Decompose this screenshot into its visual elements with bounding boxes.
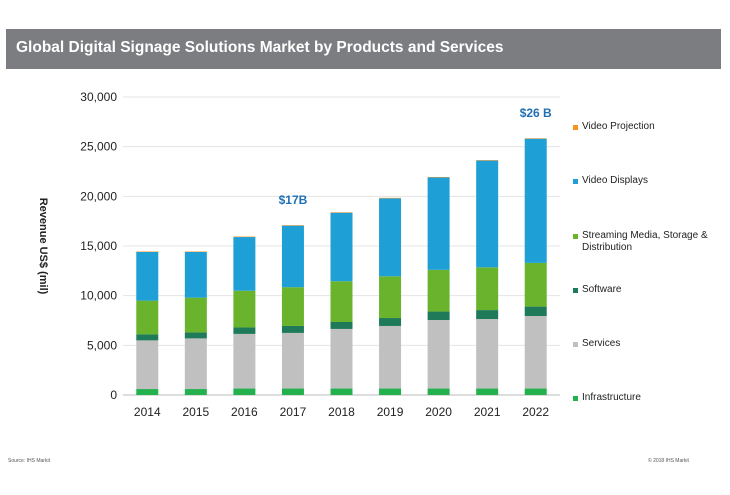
legend-label: Infrastructure [582, 392, 641, 403]
bar-segment-streaming-media-storage-distribution [184, 297, 207, 333]
source-note: Source: IHS Markit [8, 458, 50, 464]
bar-segment-streaming-media-storage-distribution [281, 287, 304, 326]
bar-segment-video-displays [136, 251, 159, 301]
bar-segment-video-displays [281, 225, 304, 288]
bar-segment-infrastructure [233, 388, 256, 395]
chart-title: Global Digital Signage Solutions Market … [16, 39, 504, 56]
bar-segment-infrastructure [476, 388, 499, 395]
x-tick-label: 2022 [522, 405, 549, 419]
bar-segment-software [524, 306, 547, 317]
bar-segment-software [427, 311, 450, 321]
bar-segment-infrastructure [524, 388, 547, 395]
bar-segment-services [427, 320, 450, 389]
bar-segment-streaming-media-storage-distribution [136, 300, 159, 335]
bar-segment-video-displays [330, 212, 353, 282]
bar-segment-infrastructure [330, 388, 353, 395]
bar-segment-software [330, 321, 353, 329]
x-tick-label: 2019 [377, 405, 404, 419]
bar-segment-video-displays [379, 198, 402, 277]
bar-segment-software [379, 318, 402, 326]
legend-item: Software [573, 284, 723, 296]
legend-swatch [573, 342, 578, 347]
bar-segment-software [281, 325, 304, 333]
x-tick-label: 2018 [328, 405, 355, 419]
bar-segment-video-displays [524, 138, 547, 263]
bar-segment-streaming-media-storage-distribution [379, 276, 402, 319]
bar-segment-infrastructure [379, 388, 402, 395]
x-tick-label: 2014 [134, 405, 161, 419]
bar-segment-services [136, 340, 159, 390]
bar-segment-services [476, 319, 499, 389]
legend-swatch [573, 396, 578, 401]
bar-segment-streaming-media-storage-distribution [233, 290, 256, 328]
y-tick-label: 10,000 [80, 289, 117, 303]
bar-segment-video-displays [427, 177, 450, 270]
y-tick-label: 20,000 [80, 189, 117, 203]
legend-label: Software [582, 284, 622, 295]
bar-segment-infrastructure [427, 388, 450, 395]
annotation-label: $17B [279, 193, 308, 207]
bar-segment-software [136, 334, 159, 341]
bar-segment-infrastructure [136, 389, 159, 395]
legend-label: Video Displays [582, 175, 648, 186]
title-bar: Global Digital Signage Solutions Market … [6, 29, 721, 69]
x-tick-label: 2015 [182, 405, 209, 419]
bar-segment-services [281, 332, 304, 389]
legend-item: Services [573, 338, 723, 350]
y-tick-label: 25,000 [80, 140, 117, 154]
x-tick-label: 2020 [425, 405, 452, 419]
legend-item: Infrastructure [573, 392, 723, 404]
bar-segment-streaming-media-storage-distribution [524, 262, 547, 307]
bar-segment-services [379, 325, 402, 389]
y-tick-label: 0 [110, 388, 117, 402]
bar-segment-software [184, 332, 207, 339]
legend-item: Video Displays [573, 175, 723, 187]
bar-segment-software [476, 310, 499, 320]
y-axis-label: Revenue US$ (mil) [37, 198, 49, 295]
legend-swatch [573, 234, 578, 239]
y-tick-label: 15,000 [80, 239, 117, 253]
legend-label: Video Projection [582, 121, 655, 132]
legend-item: Streaming Media, Storage & Distribution [573, 230, 723, 254]
bar-segment-streaming-media-storage-distribution [476, 267, 499, 311]
legend-label: Streaming Media, Storage & Distribution [582, 230, 708, 253]
bar-segment-services [184, 338, 207, 390]
x-tick-label: 2016 [231, 405, 258, 419]
y-tick-label: 30,000 [80, 90, 117, 104]
copyright-note: © 2018 IHS Markit [648, 458, 689, 464]
legend-swatch [573, 125, 578, 130]
legend-swatch [573, 288, 578, 293]
legend-swatch [573, 179, 578, 184]
bar-segment-streaming-media-storage-distribution [330, 281, 353, 322]
bar-segment-services [233, 333, 256, 389]
bar-segment-streaming-media-storage-distribution [427, 269, 450, 312]
bar-segment-video-displays [476, 160, 499, 268]
bar-segment-video-displays [233, 237, 256, 291]
legend-label: Services [582, 338, 621, 349]
y-tick-label: 5,000 [87, 338, 117, 352]
bar-segment-infrastructure [281, 388, 304, 395]
bar-segment-services [524, 316, 547, 389]
bar-segment-services [330, 328, 353, 389]
legend-item: Video Projection [573, 121, 723, 133]
x-tick-label: 2017 [280, 405, 307, 419]
bar-segment-video-displays [184, 251, 207, 298]
annotation-label: $26 B [520, 106, 552, 120]
bar-segment-infrastructure [184, 389, 207, 395]
bar-segment-software [233, 327, 256, 334]
x-tick-label: 2021 [474, 405, 501, 419]
